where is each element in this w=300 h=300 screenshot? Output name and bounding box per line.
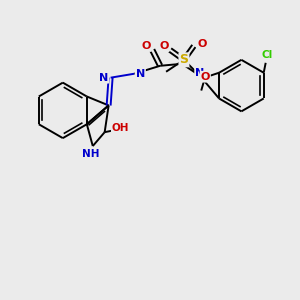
Text: Cl: Cl	[261, 50, 272, 60]
Text: O: O	[159, 41, 169, 51]
Text: N: N	[195, 68, 204, 78]
Text: O: O	[200, 72, 210, 82]
Text: N: N	[99, 73, 108, 83]
Text: S: S	[179, 53, 188, 66]
Text: N: N	[136, 69, 145, 79]
Text: O: O	[197, 39, 206, 49]
Text: OH: OH	[112, 123, 129, 133]
Text: NH: NH	[82, 149, 100, 159]
Text: O: O	[142, 41, 151, 51]
